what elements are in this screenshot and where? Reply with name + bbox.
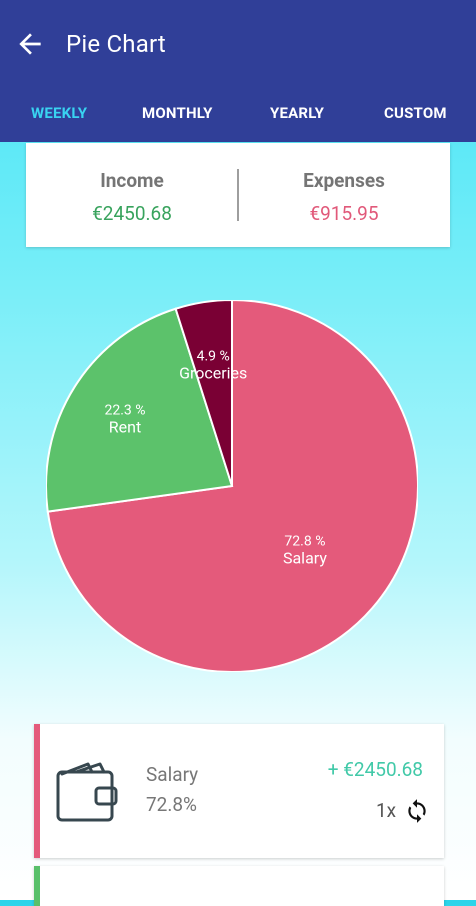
entry-card[interactable] [34, 724, 444, 858]
income-label: Income [100, 169, 164, 192]
pie-chart[interactable]: 72.8 %Salary 22.3 %Rent 4.9 %Groceries [46, 300, 418, 672]
entry-accent-bar-2 [34, 866, 40, 906]
period-tabs: WEEKLY MONTHLY YEARLY CUSTOM [0, 98, 476, 128]
repeat-icon[interactable] [404, 798, 430, 824]
expenses-summary[interactable]: Expenses €915.95 [238, 143, 450, 247]
pie-slice-rent[interactable] [46, 307, 234, 513]
pie-percent-label: 4.9 % [197, 349, 230, 365]
pie-category-label: Salary [283, 549, 327, 568]
entry-accent-bar [34, 724, 40, 858]
entry-category: Salary [146, 763, 199, 786]
entry-percent: 72.8% [146, 793, 197, 816]
entry-amount: + €2450.68 [327, 758, 423, 781]
pie-category-label: Rent [109, 418, 141, 437]
expenses-label: Expenses [303, 169, 385, 192]
repeat-count: 1x [376, 799, 397, 822]
app-bar: Pie Chart WEEKLY MONTHLY YEARLY CUSTOM [0, 0, 476, 142]
entry-card-2[interactable] [34, 866, 444, 906]
summary-card: Income €2450.68 Expenses €915.95 [26, 143, 450, 247]
tab-custom[interactable]: CUSTOM [384, 104, 447, 122]
tab-monthly[interactable]: MONTHLY [142, 104, 213, 122]
summary-divider [237, 169, 239, 221]
pie-percent-label: 72.8 % [284, 534, 325, 550]
pie-slice-groceries[interactable] [174, 300, 233, 487]
expenses-value: €915.95 [309, 202, 379, 225]
back-arrow-icon[interactable] [14, 28, 46, 60]
pie-category-label: Groceries [179, 364, 247, 383]
tab-weekly[interactable]: WEEKLY [31, 104, 88, 122]
wallet-icon [56, 762, 118, 822]
page-title: Pie Chart [66, 30, 166, 58]
tab-yearly[interactable]: YEARLY [270, 104, 325, 122]
income-value: €2450.68 [92, 202, 172, 225]
income-summary[interactable]: Income €2450.68 [26, 143, 238, 247]
pie-percent-label: 22.3 % [104, 403, 145, 419]
